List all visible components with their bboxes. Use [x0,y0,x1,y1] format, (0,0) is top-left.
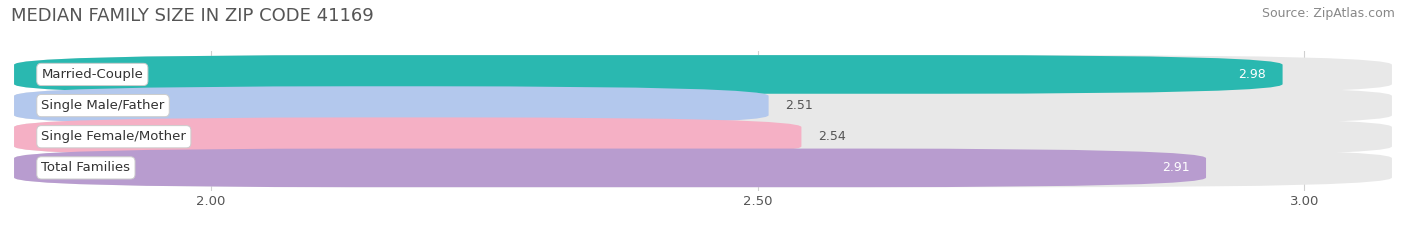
FancyBboxPatch shape [14,149,1206,187]
Text: MEDIAN FAMILY SIZE IN ZIP CODE 41169: MEDIAN FAMILY SIZE IN ZIP CODE 41169 [11,7,374,25]
FancyBboxPatch shape [14,55,1282,94]
Text: 2.51: 2.51 [785,99,813,112]
Text: 2.54: 2.54 [818,130,845,143]
Text: Single Female/Mother: Single Female/Mother [41,130,186,143]
FancyBboxPatch shape [14,86,1392,125]
Text: Total Families: Total Families [41,161,131,174]
FancyBboxPatch shape [14,117,1392,156]
FancyBboxPatch shape [14,55,1392,94]
FancyBboxPatch shape [14,117,801,156]
Text: Single Male/Father: Single Male/Father [41,99,165,112]
Text: Married-Couple: Married-Couple [41,68,143,81]
FancyBboxPatch shape [14,149,1392,187]
Text: 2.98: 2.98 [1239,68,1267,81]
Text: Source: ZipAtlas.com: Source: ZipAtlas.com [1261,7,1395,20]
Text: 2.91: 2.91 [1161,161,1189,174]
FancyBboxPatch shape [14,86,769,125]
